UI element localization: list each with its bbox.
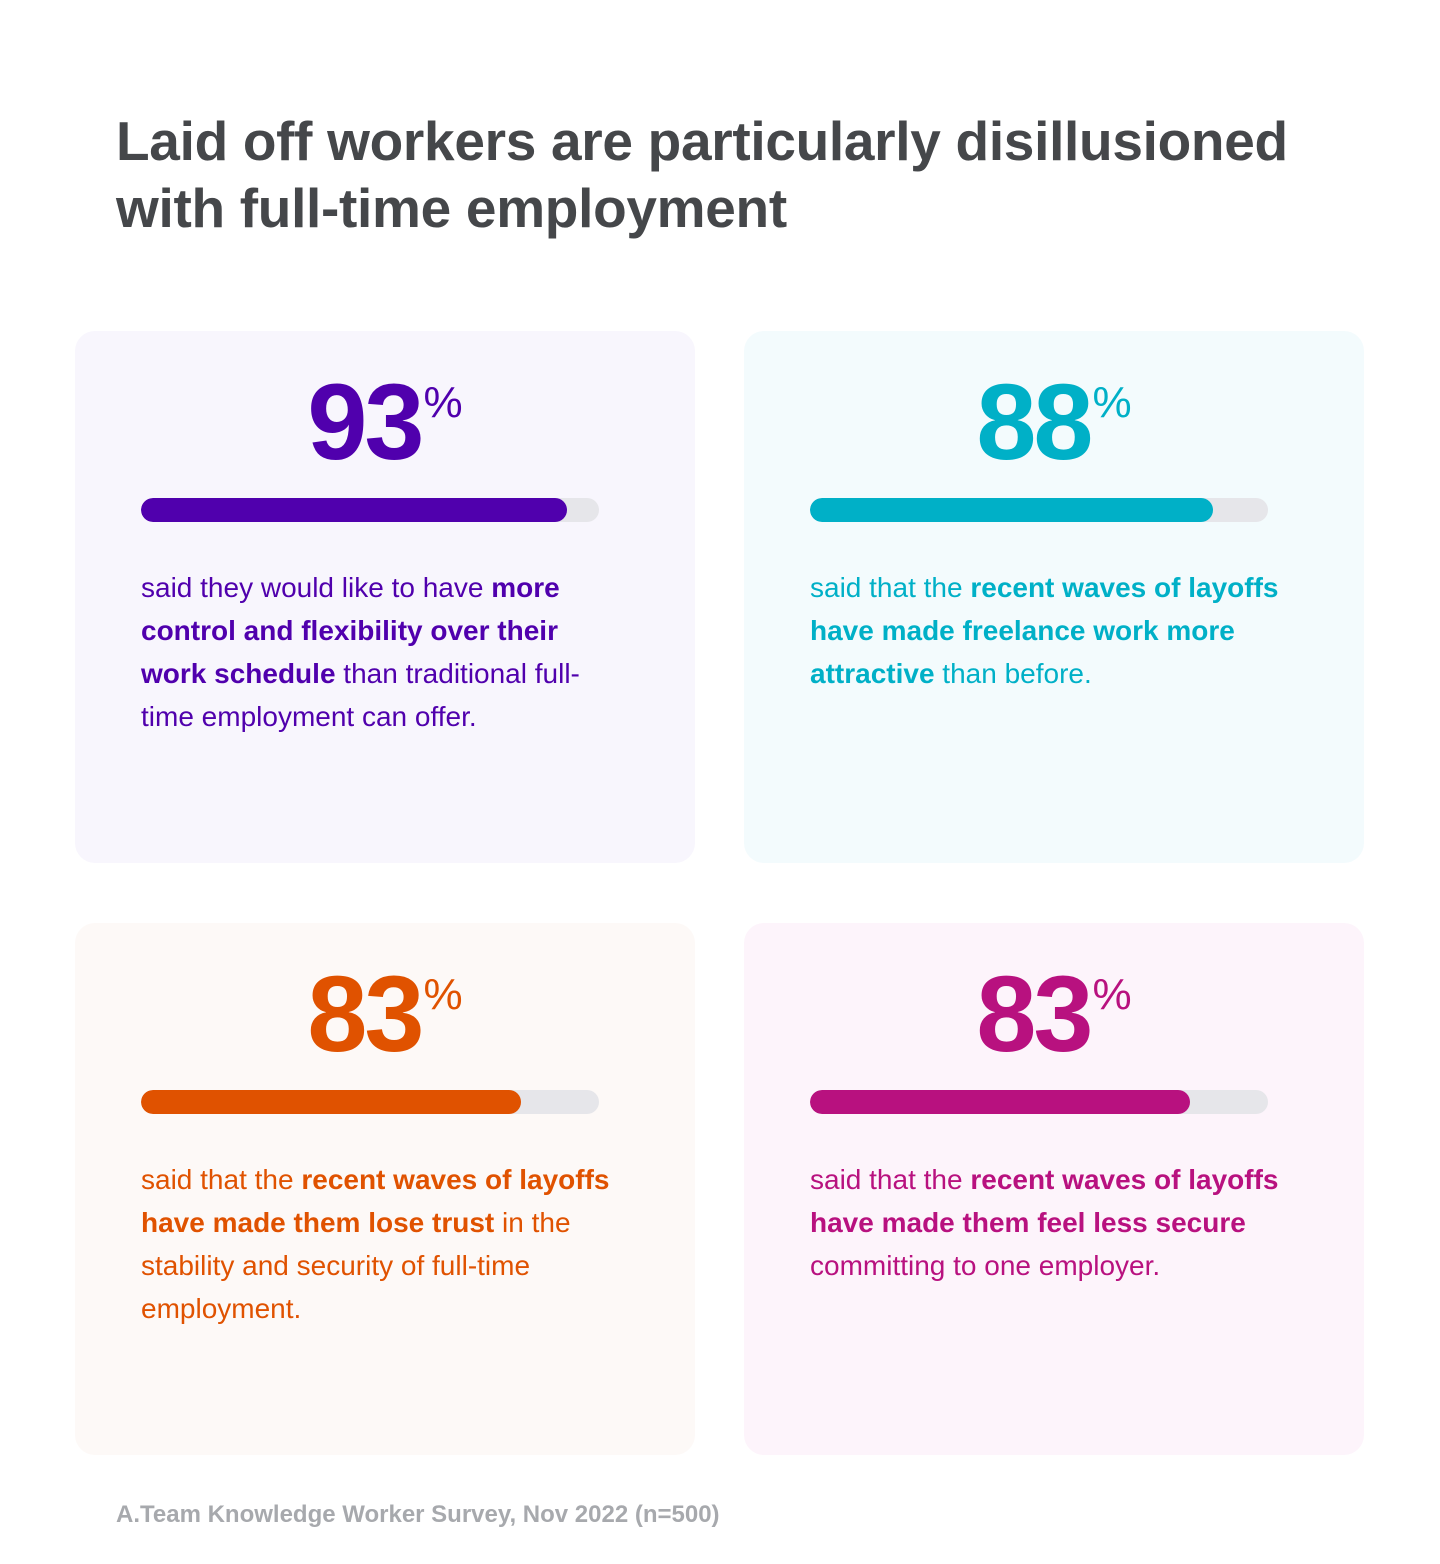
percent-sign: % [423,378,463,427]
description-highlight: recent waves of layoffs have made them f… [810,1164,1279,1238]
description-highlight: recent waves of layoffs have made freela… [810,572,1279,689]
progress-track [141,498,599,522]
percent-sign: % [423,970,463,1019]
percent-sign: % [1092,378,1132,427]
stat-number: 83 [307,953,424,1074]
stat-card: 83% said that the recent waves of layoff… [744,923,1364,1455]
description-text: said that the [810,572,971,603]
stat-value: 93% [75,367,695,477]
description-highlight: recent waves of layoffs have made them l… [141,1164,610,1238]
stat-description: said that the recent waves of layoffs ha… [141,1158,631,1330]
stat-value: 88% [744,367,1364,477]
progress-fill [810,498,1214,522]
progress-fill [141,498,567,522]
description-text: than before. [934,658,1092,689]
description-text: said that the [141,1164,302,1195]
description-text: committing to one employer. [810,1250,1161,1281]
stat-card: 83% said that the recent waves of layoff… [75,923,695,1455]
stat-description: said they would like to have more contro… [141,566,631,738]
progress-fill [810,1090,1191,1114]
progress-track [141,1090,599,1114]
stat-value: 83% [75,959,695,1069]
description-text: said they would like to have [141,572,492,603]
percent-sign: % [1092,970,1132,1019]
stat-number: 88 [976,361,1093,482]
progress-track [810,1090,1268,1114]
progress-track [810,498,1268,522]
description-highlight: more control and flexibility over their … [141,572,560,689]
description-text: than traditional full-time employment ca… [141,658,580,732]
page-title: Laid off workers are particularly disill… [116,110,1288,239]
stat-description: said that the recent waves of layoffs ha… [810,1158,1300,1287]
stat-number: 83 [976,953,1093,1074]
progress-fill [141,1090,522,1114]
stat-card: 88% said that the recent waves of layoff… [744,331,1364,863]
stat-number: 93 [307,361,424,482]
stat-card: 93% said they would like to have more co… [75,331,695,863]
stat-value: 83% [744,959,1364,1069]
description-text: said that the [810,1164,971,1195]
stat-description: said that the recent waves of layoffs ha… [810,566,1300,695]
description-text: in the stability and security of full-ti… [141,1207,571,1324]
source-footnote: A.Team Knowledge Worker Survey, Nov 2022… [116,1501,720,1528]
